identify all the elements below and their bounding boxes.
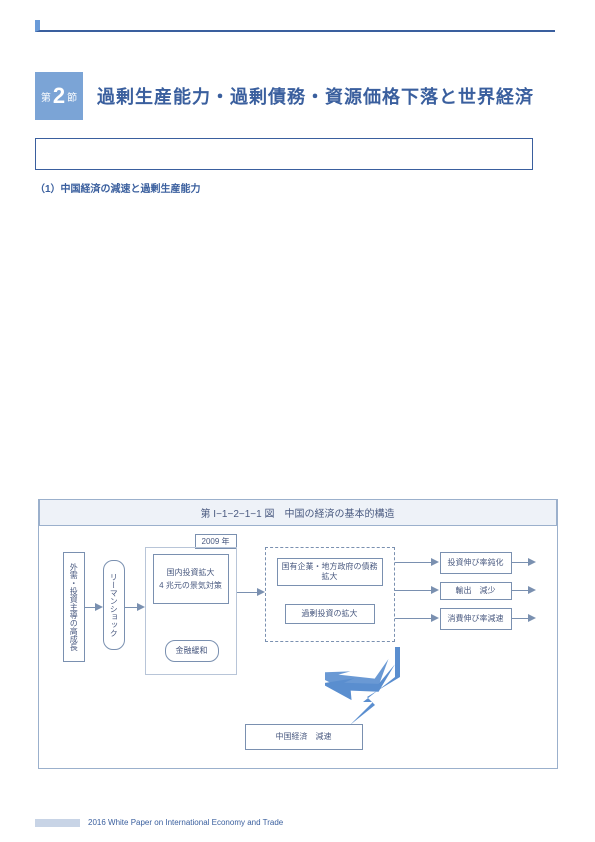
node-growth: 外需・投資主導の高成長 [63,552,85,662]
arrow-1-head [95,603,103,611]
arrow-5 [395,590,435,591]
body-text-area [35,199,560,499]
section-badge: 第 2 節 [35,72,83,120]
badge-number: 2 [53,83,65,109]
arrow-7-head [528,558,536,566]
footer-bar [35,819,80,827]
node-stimulus-top: 国内投資拡大 [167,568,215,578]
section-header: 第 2 節 過剰生産能力・過剰債務・資源価格下落と世界経済 [35,72,560,120]
figure-container: 第 I−1−2−1−1 図 中国の経済の基本的構造 2009 年 外需・投資主導… [38,499,558,769]
section-title: 過剰生産能力・過剰債務・資源価格下落と世界経済 [97,83,534,109]
arrow-6 [395,618,435,619]
footer-text: 2016 White Paper on International Econom… [88,818,283,827]
arrow-3-head [257,588,265,596]
big-arrow-down-icon [345,647,415,727]
arrow-6-head [431,614,439,622]
node-exports: 輸出 減少 [440,582,512,600]
node-soe: 国有企業・地方政府の債務拡大 [277,558,383,586]
arrow-4-head [431,558,439,566]
node-loosening: 金融緩和 [165,640,219,662]
node-lehman: リーマンショック [103,560,125,650]
arrow-5-head [431,586,439,594]
top-rule [35,20,555,32]
subsection-title: （1）中国経済の減速と過剰生産能力 [35,180,560,195]
node-result: 中国経済 減速 [245,724,363,750]
node-consume: 消費伸び率減速 [440,608,512,630]
flowchart: 2009 年 外需・投資主導の高成長 リーマンショック 国内投資拡大 4 兆元の… [45,532,551,762]
page-footer: 2016 White Paper on International Econom… [35,818,283,827]
subhead-box [35,138,533,170]
figure-title: 第 I−1−2−1−1 図 中国の経済の基本的構造 [39,500,557,526]
badge-prefix: 第 [41,89,51,104]
arrow-9-head [528,614,536,622]
node-stimulus: 国内投資拡大 4 兆元の景気対策 [153,554,229,604]
arrow-2-head [137,603,145,611]
node-overinvest: 過剰投資の拡大 [285,604,375,624]
badge-suffix: 節 [67,89,77,104]
node-stimulus-mid: 4 兆元の景気対策 [159,581,222,591]
arrow-4 [395,562,435,563]
arrow-8-head [528,586,536,594]
node-invest-rate: 投資伸び率鈍化 [440,552,512,574]
